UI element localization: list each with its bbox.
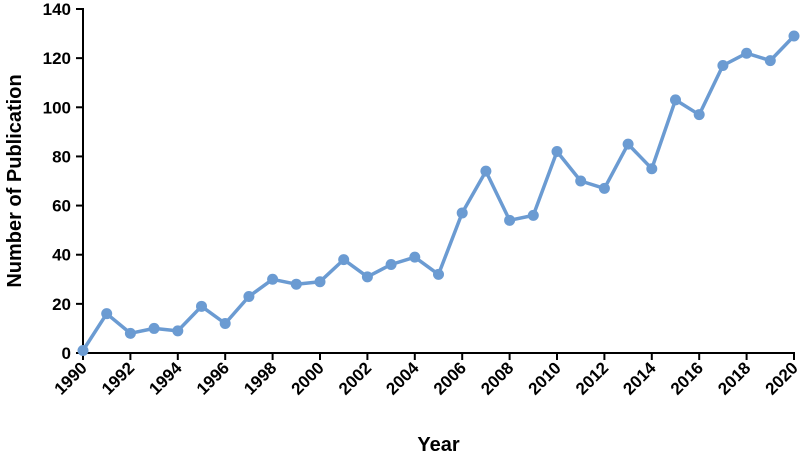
y-tick-label: 40 [52, 246, 71, 265]
x-tick-label: 2008 [477, 358, 517, 398]
x-tick-label: 2020 [762, 358, 800, 398]
data-point [527, 209, 539, 221]
data-point [267, 273, 279, 285]
y-tick-label: 60 [52, 197, 71, 216]
x-tick-label: 1990 [51, 358, 91, 398]
data-point [385, 259, 397, 271]
data-point [575, 175, 587, 187]
x-tick-label: 1996 [193, 358, 233, 398]
y-tick-label: 20 [52, 295, 71, 314]
x-tick-label: 2018 [714, 358, 754, 398]
x-tick-label: 2002 [335, 358, 375, 398]
series-group [77, 30, 800, 357]
data-point [172, 325, 184, 337]
x-tick-label: 1994 [145, 358, 186, 399]
x-tick-label: 1998 [240, 358, 280, 398]
data-point [646, 163, 658, 175]
x-tick-label: 1992 [98, 358, 138, 398]
data-point [338, 254, 350, 266]
data-point [290, 278, 302, 290]
data-point [670, 94, 681, 106]
x-tick-label: 2004 [382, 358, 423, 399]
data-point [598, 182, 610, 194]
data-point [456, 207, 468, 219]
data-point [504, 214, 516, 226]
data-point [77, 345, 89, 357]
y-tick-label: 120 [43, 49, 71, 68]
x-tick-label: 2010 [525, 358, 565, 398]
data-point [622, 138, 634, 150]
data-point [361, 271, 373, 283]
data-point [101, 308, 113, 320]
y-axis-ticks: 0 20 40 60 80 100 120 140 [43, 0, 83, 363]
x-tick-label: 2000 [288, 358, 328, 398]
x-axis-title: Year [417, 434, 459, 456]
data-point [788, 30, 800, 42]
data-point [314, 276, 326, 288]
data-point [148, 322, 160, 334]
y-axis-title: Number of Publication [4, 74, 26, 287]
data-point [409, 251, 421, 263]
data-point [433, 268, 444, 280]
x-tick-label: 2012 [572, 358, 612, 398]
data-point [124, 327, 136, 339]
x-tick-label: 2014 [619, 358, 660, 399]
y-tick-label: 140 [43, 0, 71, 19]
series-line [81, 34, 796, 353]
data-point [717, 60, 729, 72]
x-axis-ticks: 1990 1992 1994 1996 1998 2000 2002 2004 2006 2008… [51, 353, 800, 399]
y-tick-label: 0 [62, 344, 71, 363]
data-point [243, 290, 255, 302]
axes [82, 8, 795, 354]
data-point [551, 146, 563, 158]
x-tick-label: 2016 [667, 358, 707, 398]
y-tick-label: 100 [43, 98, 71, 117]
data-point [693, 109, 705, 121]
data-point [764, 55, 776, 67]
data-point [196, 300, 207, 312]
data-point [219, 318, 231, 330]
data-point [480, 165, 492, 177]
data-point [741, 47, 753, 59]
x-tick-label: 2006 [430, 358, 470, 398]
y-tick-label: 80 [52, 147, 71, 166]
